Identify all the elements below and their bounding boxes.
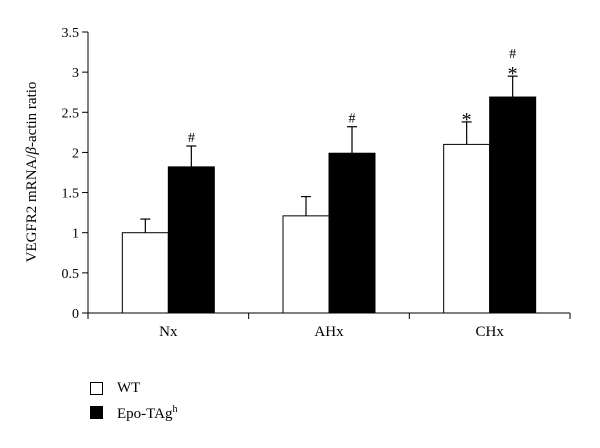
- bar-wt: [121, 232, 169, 314]
- y-tick-label: 3.5: [62, 26, 80, 41]
- significance-hash: #: [188, 131, 195, 146]
- legend: WT Epo-TAgh: [90, 376, 177, 424]
- legend-swatch-wt: [90, 381, 103, 395]
- significance-star: *: [508, 63, 518, 85]
- y-tick-label: 0.5: [62, 267, 80, 282]
- y-tick-label: 2: [72, 146, 79, 161]
- y-tick-label: 1: [72, 227, 79, 242]
- y-tick-label: 0: [72, 307, 79, 322]
- x-tick-label: AHx: [314, 324, 344, 340]
- y-tick-label: 1.5: [62, 187, 80, 202]
- x-tick-label: Nx: [159, 324, 178, 340]
- legend-label-wt: WT: [117, 380, 141, 396]
- legend-item-wt: WT: [90, 376, 177, 400]
- legend-item-epo: Epo-TAgh: [90, 400, 177, 424]
- y-axis-label: VEGFR2 mRNA/β-actin ratio: [24, 82, 40, 263]
- significance-hash: #: [349, 112, 356, 127]
- bar-epo: [328, 152, 376, 314]
- y-axis: 0 0.5 1 1.5 2 2.5 3 3.5: [62, 26, 89, 322]
- bar-epo: [489, 96, 537, 314]
- x-axis: Nx AHx CHx: [87, 312, 571, 340]
- legend-label-epo-superscript: h: [172, 404, 178, 415]
- legend-label-epo-text: Epo-TAg: [117, 406, 173, 422]
- y-tick-label: 2.5: [62, 106, 80, 121]
- bar-epo: [167, 166, 215, 314]
- legend-swatch-epo: [90, 405, 103, 419]
- y-tick-label: 3: [72, 66, 79, 81]
- bar-wt: [443, 143, 491, 314]
- bars: ## **#: [121, 47, 537, 314]
- x-tick-label: CHx: [475, 324, 504, 340]
- significance-star: *: [462, 109, 472, 131]
- significance-hash: #: [509, 47, 516, 62]
- bar-wt: [282, 215, 330, 314]
- legend-label-epo: Epo-TAgh: [117, 400, 177, 424]
